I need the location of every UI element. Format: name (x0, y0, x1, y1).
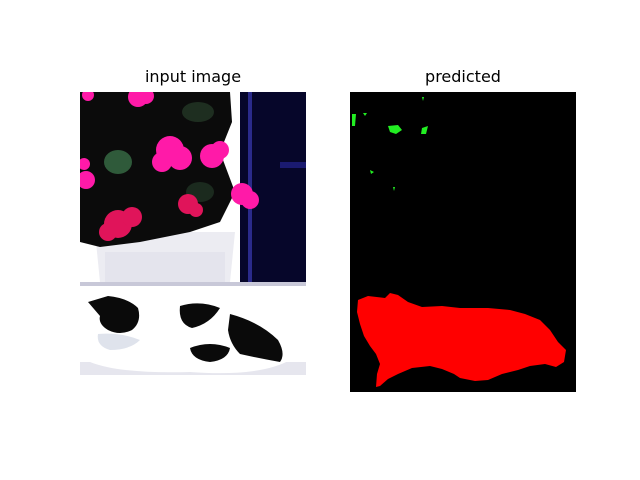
input-image-title: input image (144, 67, 242, 86)
red-flowers (99, 194, 203, 241)
cat (84, 296, 290, 374)
predicted-title: predicted (425, 67, 501, 86)
input-photo (80, 92, 306, 375)
predicted-panel (350, 92, 576, 392)
cat-mask (357, 293, 566, 387)
flowerpot-shade (105, 252, 225, 282)
leaf (104, 150, 132, 174)
flowers (80, 92, 259, 209)
segmentation-mask (350, 92, 576, 392)
input-image-panel (80, 92, 306, 375)
ledge (80, 282, 306, 286)
window-bar (280, 162, 306, 168)
plant-mask (352, 97, 428, 191)
leaf (182, 102, 214, 122)
